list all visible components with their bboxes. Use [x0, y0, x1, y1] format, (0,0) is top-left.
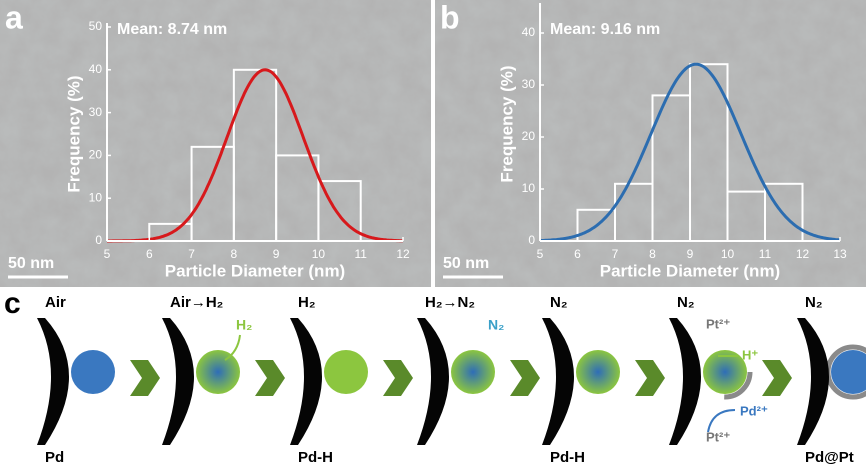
n2-annotation: N₂ [488, 317, 504, 333]
x-tick-label: 12 [396, 247, 410, 261]
gas-label: N₂ [677, 294, 695, 311]
y-tick-label: 50 [89, 19, 103, 33]
chart-title: Mean: 8.74 nm [117, 21, 227, 38]
state-label: Pd [45, 449, 64, 466]
h2-arrow [224, 334, 241, 361]
x-tick-label: 12 [796, 247, 810, 261]
x-tick-label: 5 [104, 247, 111, 261]
gas-label: N₂ [805, 294, 823, 311]
x-tick-label: 11 [354, 247, 367, 261]
x-tick-label: 13 [833, 247, 847, 261]
fit-curve [539, 62, 841, 243]
fit-curve [107, 68, 404, 243]
x-tick-label: 11 [759, 247, 772, 261]
particle [196, 350, 240, 394]
particle [71, 350, 115, 394]
scale-bar-label: 50 nm [443, 255, 489, 272]
step-arrow [255, 360, 285, 396]
tem-backgrounds [0, 0, 866, 287]
x-tick-label: 6 [146, 247, 153, 261]
x-axis-label: Particle Diameter (nm) [600, 261, 780, 280]
pt-shell [697, 344, 753, 400]
step-arrow [762, 360, 792, 396]
chart-title: Mean: 9.16 nm [550, 21, 660, 38]
support [542, 318, 574, 445]
particle [324, 350, 368, 394]
h2-annotation: H₂ [236, 317, 252, 333]
step-arrow [635, 360, 665, 396]
x-tick-label: 10 [721, 247, 735, 261]
y-tick-label: 40 [89, 62, 103, 76]
particle [831, 350, 866, 394]
x-tick-label: 7 [188, 247, 195, 261]
x-tick-label: 9 [273, 247, 280, 261]
pd-annotation: Pd²⁺ [740, 403, 768, 418]
support [669, 318, 701, 445]
support [162, 318, 194, 445]
y-tick-label: 30 [89, 105, 103, 119]
panel-label: a [5, 0, 23, 35]
particle [576, 350, 620, 394]
x-axis-label: Particle Diameter (nm) [165, 261, 345, 280]
support [290, 318, 322, 445]
state-label: Pd-H [298, 449, 333, 466]
y-tick-label: 0 [528, 233, 535, 247]
panel-label: c [4, 287, 21, 320]
y-tick-label: 40 [522, 25, 536, 39]
panel-label: b [440, 0, 460, 35]
pt-annotation-bottom: Pt²⁺ [706, 429, 730, 444]
x-tick-label: 9 [687, 247, 694, 261]
gas-label: N₂ [550, 294, 568, 311]
state-label: Pd-H [550, 449, 585, 466]
support [797, 318, 829, 445]
y-tick-label: 20 [89, 148, 103, 162]
scale-bar-label: 50 nm [8, 255, 54, 272]
support [37, 318, 69, 445]
x-tick-label: 8 [231, 247, 238, 261]
gas-label: Air→H₂ [170, 294, 223, 311]
x-tick-label: 6 [574, 247, 581, 261]
x-tick-label: 10 [312, 247, 326, 261]
x-tick-label: 7 [612, 247, 619, 261]
x-tick-label: 8 [649, 247, 656, 261]
particle [703, 350, 747, 394]
y-tick-label: 10 [89, 190, 103, 204]
support [417, 318, 449, 445]
pt-annotation: Pt²⁺ [706, 316, 730, 331]
y-tick-label: 0 [95, 233, 102, 247]
step-arrow [130, 360, 160, 396]
pd-arrow [707, 409, 736, 433]
y-axis-label: Frequency (%) [497, 65, 516, 182]
y-tick-label: 20 [522, 129, 536, 143]
gas-label: H₂ [298, 294, 316, 311]
y-tick-label: 30 [522, 77, 536, 91]
gas-label: H₂→N₂ [425, 294, 475, 311]
particle [451, 350, 495, 394]
h-plus-annotation: H⁺ [742, 347, 758, 362]
state-label: Pd@Pt [805, 449, 854, 466]
y-tick-label: 10 [522, 181, 536, 195]
step-arrow [383, 360, 413, 396]
y-axis-label: Frequency (%) [64, 75, 83, 192]
step-arrow [510, 360, 540, 396]
gas-label: Air [45, 294, 66, 311]
x-tick-label: 5 [537, 247, 544, 261]
